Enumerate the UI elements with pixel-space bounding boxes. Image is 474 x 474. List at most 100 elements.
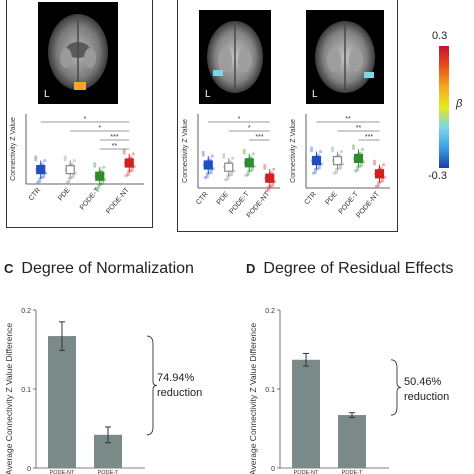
data-point bbox=[226, 177, 230, 181]
data-point bbox=[124, 174, 128, 178]
data-point bbox=[97, 186, 101, 190]
normalization-annotation: 74.94% reduction bbox=[157, 371, 202, 401]
reduction-bracket bbox=[146, 335, 158, 436]
data-point bbox=[38, 179, 42, 183]
data-point bbox=[355, 168, 360, 172]
data-point bbox=[271, 183, 275, 187]
panel-c-title-text: Degree of Normalization bbox=[21, 260, 194, 277]
data-point bbox=[374, 184, 379, 188]
data-point bbox=[246, 172, 250, 177]
category-label: CTR bbox=[28, 187, 43, 203]
y-axis-label: Average Connectivity Z Value Difference bbox=[248, 323, 258, 474]
category-label: PODE-NT bbox=[355, 190, 381, 219]
category-label: CTR bbox=[195, 191, 210, 207]
data-point bbox=[205, 175, 209, 179]
category-label: PODE-T bbox=[342, 470, 363, 474]
data-point bbox=[129, 156, 133, 160]
data-point bbox=[93, 162, 97, 166]
y-tick-label: 0 bbox=[27, 466, 31, 473]
bar bbox=[338, 415, 366, 468]
data-point bbox=[309, 146, 314, 150]
data-point bbox=[249, 155, 253, 159]
mean-marker bbox=[353, 153, 364, 164]
data-point bbox=[34, 155, 38, 159]
data-point bbox=[230, 172, 234, 176]
data-point bbox=[210, 154, 214, 158]
category-label: PDE bbox=[216, 191, 231, 207]
significance-label: * bbox=[98, 125, 101, 132]
significance-label: *** bbox=[255, 134, 263, 141]
category-label: PODE-T bbox=[98, 470, 119, 474]
colorbar-symbol: β bbox=[456, 98, 463, 110]
y-tick-label: 0.1 bbox=[265, 387, 275, 394]
y-axis-label: Connectivity Z Value bbox=[290, 119, 297, 183]
brain-image-c: L bbox=[306, 10, 384, 104]
panel-d-title: D Degree of Residual Effects bbox=[246, 260, 453, 278]
data-point bbox=[334, 170, 339, 174]
orientation-label: L bbox=[312, 89, 318, 100]
data-point bbox=[95, 187, 99, 191]
mean-marker bbox=[95, 171, 105, 181]
data-point bbox=[229, 160, 233, 164]
data-point bbox=[209, 170, 213, 174]
mean-marker bbox=[311, 155, 322, 166]
y-tick-label: 0.2 bbox=[265, 308, 275, 315]
data-point bbox=[71, 175, 75, 179]
significance-label: * bbox=[238, 116, 241, 123]
data-point bbox=[201, 150, 205, 154]
data-point bbox=[332, 171, 337, 175]
brain-image-b: L bbox=[199, 10, 271, 104]
data-point bbox=[372, 159, 377, 163]
data-point bbox=[263, 164, 267, 168]
data-point bbox=[208, 158, 212, 162]
data-point bbox=[250, 168, 254, 172]
significance-label: * bbox=[248, 125, 251, 132]
annotation-word: reduction bbox=[157, 387, 203, 399]
data-point bbox=[34, 158, 38, 162]
data-point bbox=[353, 169, 358, 173]
data-point bbox=[317, 166, 322, 170]
connectivity-plot-a: Connectivity Z Value *******CTR PDE PODE-T P… bbox=[10, 114, 144, 215]
panel-d-letter: D bbox=[246, 261, 256, 276]
data-point bbox=[313, 170, 318, 174]
data-point bbox=[201, 153, 205, 157]
y-axis-label: Connectivity Z Value bbox=[10, 117, 17, 181]
significance-label: ** bbox=[345, 116, 351, 123]
mean-marker bbox=[265, 173, 275, 183]
data-point bbox=[93, 164, 97, 168]
significance-label: *** bbox=[365, 134, 373, 141]
data-point bbox=[101, 181, 105, 185]
category-label: PODE-NT bbox=[50, 470, 75, 474]
data-point bbox=[359, 164, 364, 168]
annotation-percent: 74.94% bbox=[157, 372, 195, 384]
data-point bbox=[338, 166, 343, 170]
panel-c-letter: C bbox=[4, 261, 14, 276]
mean-marker bbox=[65, 164, 75, 175]
data-point bbox=[380, 179, 385, 183]
colorbar-min-label: -0.3 bbox=[428, 170, 447, 182]
residual-annotation: 50.46% reduction bbox=[404, 375, 449, 405]
mean-marker bbox=[36, 164, 46, 175]
significance-label: ** bbox=[112, 143, 118, 150]
y-tick-label: 0 bbox=[271, 466, 275, 473]
data-point bbox=[126, 173, 130, 177]
data-point bbox=[130, 168, 134, 172]
normalization-bar-chart: 0 0.1 0.2 Average Connectivity Z Value Diff… bbox=[4, 308, 158, 474]
data-point bbox=[72, 159, 76, 163]
orientation-label: L bbox=[205, 89, 211, 100]
data-point bbox=[65, 180, 69, 184]
data-point bbox=[376, 183, 381, 188]
data-point bbox=[330, 149, 335, 153]
data-point bbox=[351, 146, 356, 151]
reduction-bracket bbox=[390, 359, 402, 416]
data-point bbox=[222, 155, 226, 159]
bar bbox=[48, 336, 76, 468]
mean-marker bbox=[224, 162, 234, 172]
data-point bbox=[272, 167, 276, 171]
data-point bbox=[36, 180, 40, 184]
significance-label: ** bbox=[356, 125, 362, 132]
y-axis-label: Average Connectivity Z Value Difference bbox=[4, 323, 14, 474]
category-label: PODE-NT bbox=[294, 470, 319, 474]
data-point bbox=[102, 165, 106, 169]
data-point bbox=[244, 173, 248, 177]
